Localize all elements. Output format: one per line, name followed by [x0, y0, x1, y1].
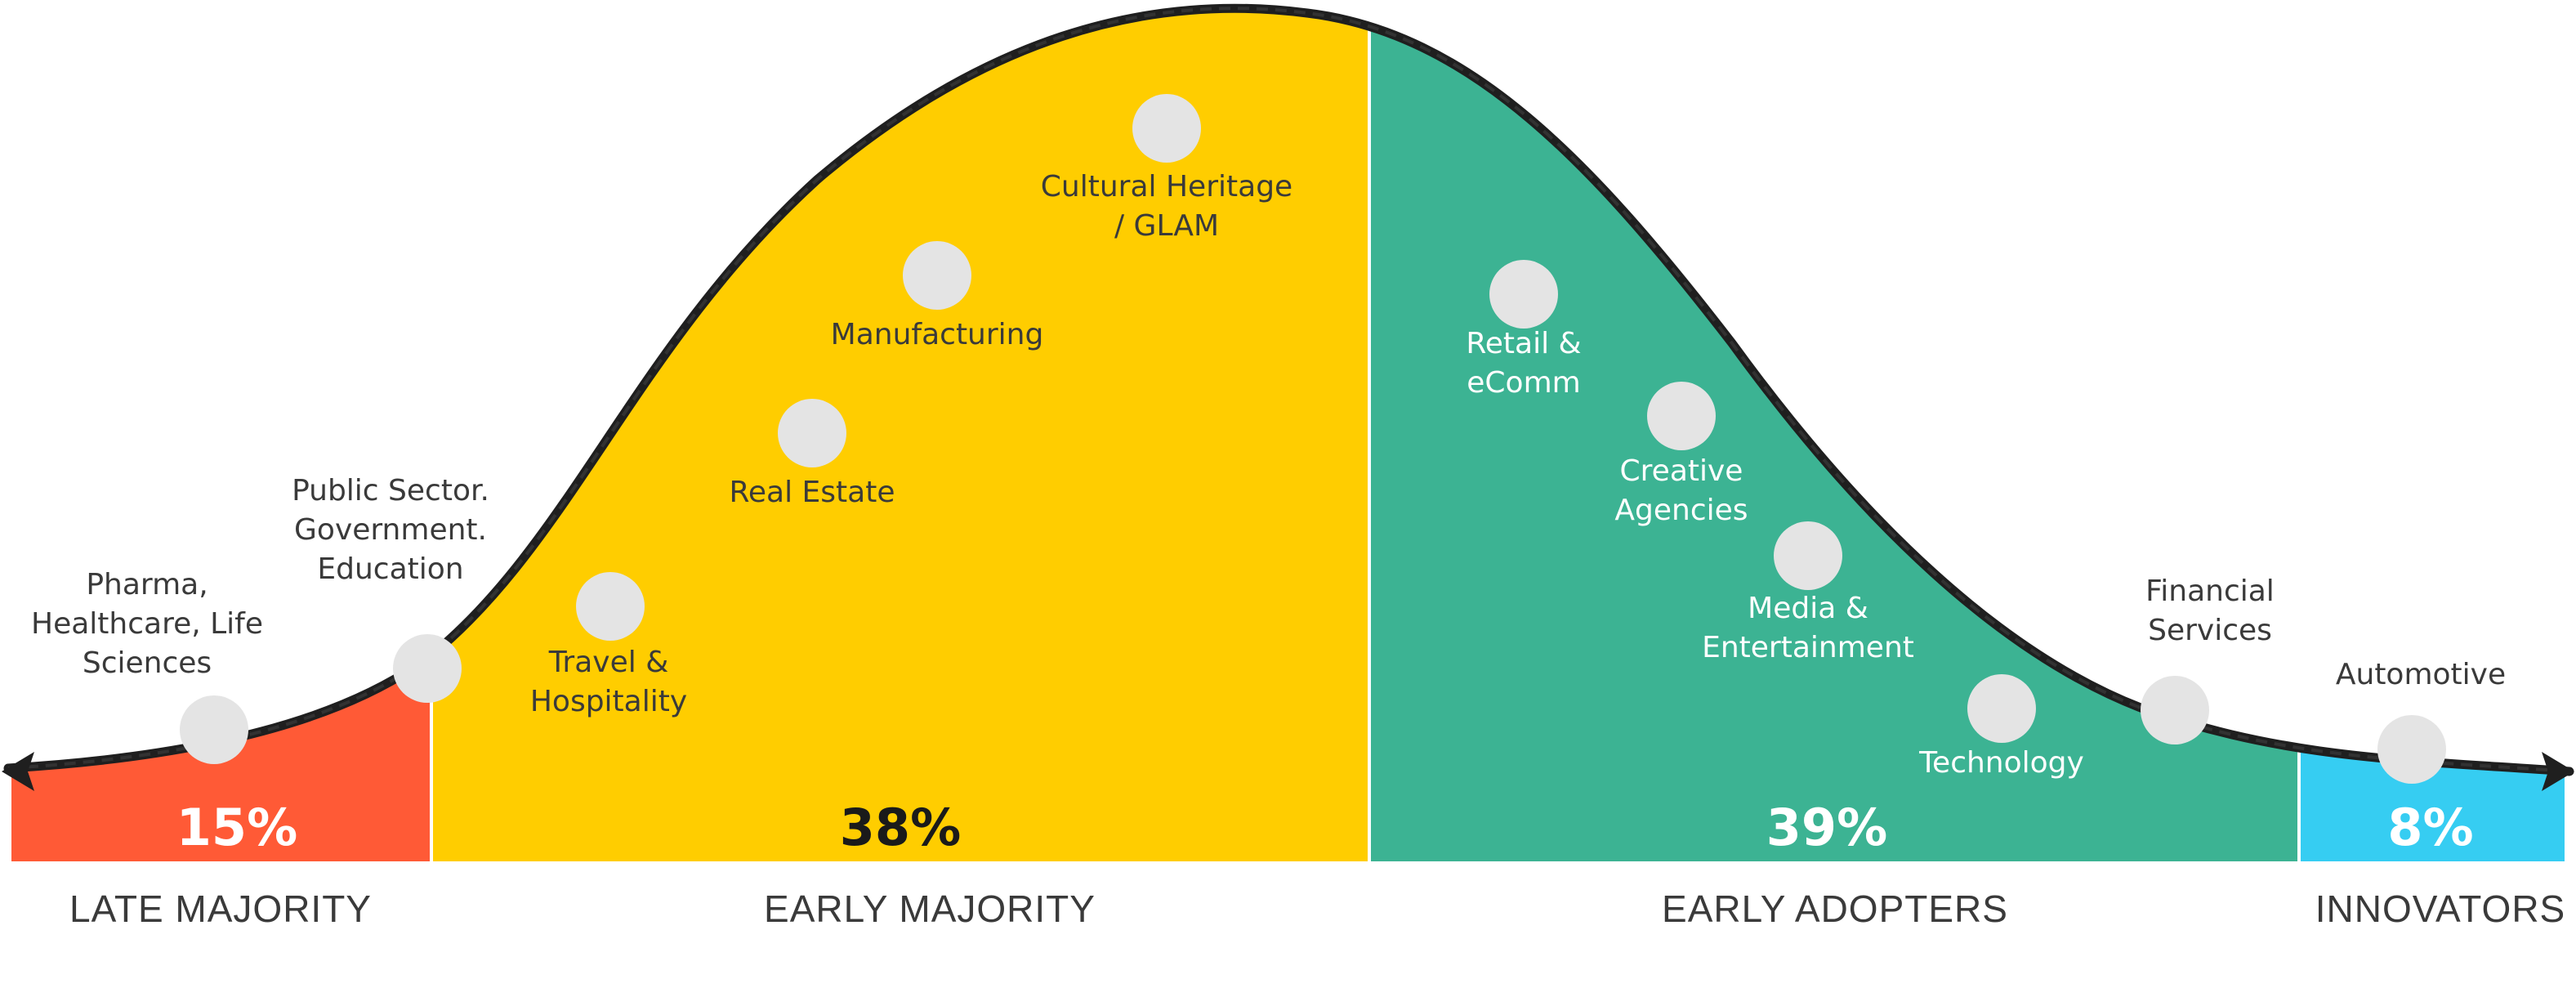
industry-label-line: Education — [317, 552, 463, 586]
industry-label: Real Estate — [730, 476, 895, 509]
industry-label-line: Hospitality — [530, 685, 687, 718]
late-majority-percent: 15% — [176, 798, 297, 857]
industry-label-line: Real Estate — [730, 476, 895, 509]
industry-dot — [393, 634, 462, 703]
industry-label: Retail & eComm — [1466, 327, 1581, 400]
industry-label-line: Creative — [1620, 454, 1743, 488]
industry-label-line: Services — [2148, 614, 2272, 647]
industry-label: Technology — [1918, 746, 2084, 780]
early-adopters-label: EARLY ADOPTERS — [1662, 888, 2008, 930]
industry-label-line: Retail & — [1466, 327, 1581, 360]
innovators-percent: 8% — [2387, 798, 2473, 857]
industry-label-line: Healthcare, Life — [31, 607, 263, 641]
industry-label-line: Entertainment — [1702, 631, 1914, 664]
industry-label-line: Media & — [1748, 592, 1868, 625]
industry-dot — [2141, 676, 2209, 744]
industry-label-line: Manufacturing — [831, 318, 1044, 351]
industry-label-line: Agencies — [1614, 494, 1748, 527]
industry-label: Media & Entertainment — [1702, 592, 1914, 664]
industry-label-line: Travel & — [548, 646, 669, 679]
early-adopters-percent: 39% — [1766, 798, 1887, 857]
industry-label-line: Cultural Heritage — [1041, 170, 1292, 203]
industry-label-line: Technology — [1918, 746, 2084, 780]
industry-label: Travel & Hospitality — [530, 646, 687, 718]
industry-dot — [903, 241, 971, 310]
industry-label-line: Government. — [294, 513, 487, 547]
industry-label-line: Sciences — [83, 646, 212, 680]
industry-label-line: Financial — [2145, 575, 2275, 608]
industry-dot — [1774, 521, 1842, 590]
industry-label-line: / GLAM — [1114, 209, 1219, 243]
industry-dot — [576, 572, 645, 641]
industry-label: Public Sector. Government. Education — [292, 474, 489, 586]
industry-label-line: Public Sector. — [292, 474, 489, 507]
industry-label: Financial Services — [2145, 575, 2275, 647]
industry-label-line: eComm — [1467, 366, 1580, 400]
right-arrow-head — [2542, 752, 2574, 791]
industry-label: Manufacturing — [831, 318, 1044, 351]
industry-label: Creative Agencies — [1614, 454, 1748, 527]
industry-dot — [1132, 94, 1201, 163]
late-majority-label: LATE MAJORITY — [69, 888, 372, 930]
industry-dot — [2377, 715, 2446, 784]
innovators-label: INNOVATORS — [2315, 888, 2565, 930]
industry-markers: Pharma, Healthcare, Life Sciences Public Se… — [31, 94, 2506, 784]
industry-dot — [1647, 382, 1716, 450]
industry-dot — [778, 399, 846, 467]
industry-label-line: Automotive — [2336, 658, 2506, 691]
left-arrow-head — [2, 752, 34, 791]
industry-label-line: Pharma, — [86, 568, 208, 601]
industry-dot — [1489, 260, 1558, 329]
early-majority-percent: 38% — [840, 798, 961, 857]
early-majority-label: EARLY MAJORITY — [764, 888, 1096, 930]
industry-dot — [180, 695, 248, 764]
industry-dot — [1967, 674, 2036, 743]
industry-label: Automotive — [2336, 658, 2506, 691]
industry-label: Cultural Heritage / GLAM — [1041, 170, 1292, 243]
early-majority-fill — [433, 8, 1368, 861]
industry-label: Pharma, Healthcare, Life Sciences — [31, 568, 263, 680]
